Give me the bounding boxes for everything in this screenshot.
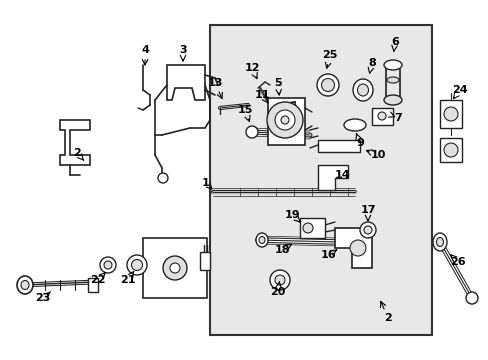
Circle shape [443, 107, 457, 121]
Text: 22: 22 [90, 275, 105, 285]
Bar [88, 278, 98, 292]
Ellipse shape [383, 95, 401, 105]
Polygon shape [267, 98, 305, 145]
Polygon shape [142, 238, 206, 298]
Polygon shape [334, 228, 371, 268]
Polygon shape [439, 100, 461, 128]
Polygon shape [167, 65, 204, 100]
Polygon shape [200, 252, 209, 270]
Circle shape [281, 116, 288, 124]
Ellipse shape [386, 77, 398, 83]
Text: 20: 20 [270, 287, 285, 297]
Text: 5: 5 [274, 78, 281, 88]
Circle shape [269, 270, 289, 290]
Text: 1: 1 [202, 178, 209, 188]
Text: 16: 16 [320, 250, 335, 260]
Text: 11: 11 [254, 90, 269, 100]
Circle shape [274, 275, 285, 285]
Ellipse shape [256, 233, 267, 247]
Circle shape [245, 126, 258, 138]
Ellipse shape [343, 119, 365, 131]
Ellipse shape [357, 84, 368, 96]
Text: 7: 7 [393, 113, 401, 123]
Polygon shape [371, 108, 392, 125]
Bar [209, 25, 431, 335]
Circle shape [170, 263, 180, 273]
Polygon shape [439, 138, 461, 162]
Circle shape [163, 256, 186, 280]
Text: 15: 15 [237, 105, 252, 115]
Circle shape [443, 143, 457, 157]
Circle shape [158, 173, 168, 183]
Text: 26: 26 [449, 257, 465, 267]
Circle shape [465, 292, 477, 304]
Ellipse shape [321, 78, 334, 91]
Text: 6: 6 [390, 37, 398, 47]
Circle shape [363, 226, 371, 234]
Text: 24: 24 [451, 85, 467, 95]
Ellipse shape [21, 280, 29, 289]
Text: 2: 2 [384, 313, 391, 323]
Ellipse shape [100, 257, 116, 273]
Text: 9: 9 [355, 138, 363, 148]
Text: 12: 12 [244, 63, 259, 73]
Polygon shape [317, 140, 359, 152]
Circle shape [266, 102, 303, 138]
Text: 23: 23 [35, 293, 51, 303]
Text: 21: 21 [120, 275, 136, 285]
Ellipse shape [436, 238, 443, 247]
Text: 14: 14 [333, 170, 349, 180]
Polygon shape [299, 218, 325, 238]
Text: 17: 17 [360, 205, 375, 215]
Circle shape [274, 110, 294, 130]
Polygon shape [60, 120, 90, 165]
Ellipse shape [352, 79, 372, 101]
Polygon shape [317, 165, 347, 190]
Circle shape [359, 222, 375, 238]
Text: 19: 19 [285, 210, 300, 220]
Ellipse shape [17, 276, 33, 294]
Circle shape [303, 223, 312, 233]
Ellipse shape [259, 237, 264, 243]
Text: 25: 25 [322, 50, 337, 60]
Text: 3: 3 [179, 45, 186, 55]
Text: 4: 4 [141, 45, 149, 55]
Text: 8: 8 [367, 58, 375, 68]
Text: 2: 2 [73, 148, 81, 158]
Circle shape [377, 112, 385, 120]
Ellipse shape [104, 261, 112, 269]
Ellipse shape [131, 260, 142, 270]
Circle shape [349, 240, 365, 256]
Ellipse shape [316, 74, 338, 96]
Ellipse shape [383, 60, 401, 70]
Text: 18: 18 [274, 245, 289, 255]
Text: 13: 13 [207, 78, 222, 88]
Text: 10: 10 [369, 150, 385, 160]
Ellipse shape [432, 233, 446, 251]
Ellipse shape [127, 255, 147, 275]
